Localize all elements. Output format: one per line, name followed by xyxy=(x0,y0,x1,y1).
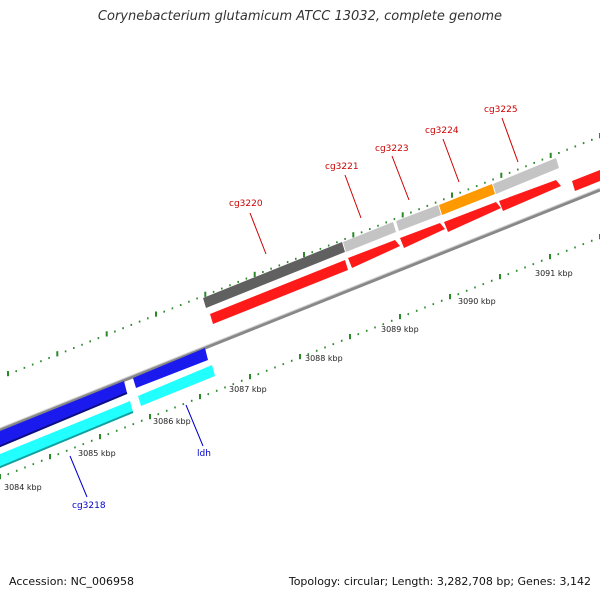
forward-gene-cg3225[interactable] xyxy=(499,180,561,211)
forward-gene-cg3221[interactable] xyxy=(348,240,400,268)
tick-label: 3085 kbp xyxy=(78,449,116,458)
reverse-gene-cyan-2[interactable] xyxy=(138,365,215,406)
gene-label-cg3224[interactable]: cg3224 xyxy=(425,126,459,136)
tick-rows xyxy=(0,133,600,480)
feature-cg3223-gray[interactable] xyxy=(396,205,441,231)
gene-label-cg3225[interactable]: cg3225 xyxy=(484,105,518,115)
genome-info-text: Topology: circular; Length: 3,282,708 bp… xyxy=(288,575,591,588)
forward-gene-cg3223[interactable] xyxy=(400,223,445,248)
feature-cg3220-gray[interactable] xyxy=(203,242,345,308)
tick-label: 3088 kbp xyxy=(305,354,343,363)
accession-text: Accession: NC_006958 xyxy=(9,575,135,588)
gene-label-cg3220[interactable]: cg3220 xyxy=(229,199,263,209)
reverse-strand-track xyxy=(0,348,215,469)
forward-gene-cg3224[interactable] xyxy=(444,202,501,232)
forward-strand-track xyxy=(210,170,600,324)
gene-label-cg3218[interactable]: cg3218 xyxy=(72,501,106,511)
feature-track-upper xyxy=(203,158,559,308)
reverse-gene-ldh-blue[interactable] xyxy=(133,348,208,388)
feature-cg3221-gray[interactable] xyxy=(343,222,396,252)
forward-gene-cg3220[interactable] xyxy=(210,260,348,324)
forward-gene-next[interactable] xyxy=(572,170,600,191)
gene-label-cg3221[interactable]: cg3221 xyxy=(325,162,359,172)
feature-cg3224-orange[interactable] xyxy=(439,184,495,215)
tick-label: 3091 kbp xyxy=(535,269,573,278)
label-leaders xyxy=(69,117,519,498)
gene-labels: cg3220 cg3221 cg3223 cg3224 cg3225 ldh c… xyxy=(72,105,518,511)
scale-labels: 3084 kbp 3085 kbp 3086 kbp 3087 kbp 3088… xyxy=(4,269,573,492)
reverse-gene-blue-1[interactable] xyxy=(0,381,127,447)
genome-backbone xyxy=(0,188,600,432)
tick-label: 3087 kbp xyxy=(229,385,267,394)
reverse-gene-cg3218-cyan[interactable] xyxy=(0,401,133,468)
gene-label-ldh[interactable]: ldh xyxy=(197,449,211,459)
gene-label-cg3223[interactable]: cg3223 xyxy=(375,144,409,154)
feature-cg3225-gray[interactable] xyxy=(493,158,559,194)
tick-label: 3089 kbp xyxy=(381,325,419,334)
map-title: Corynebacterium glutamicum ATCC 13032, c… xyxy=(97,9,503,24)
tick-label: 3090 kbp xyxy=(458,297,496,306)
tick-label: 3084 kbp xyxy=(4,483,42,492)
tick-label: 3086 kbp xyxy=(153,417,191,426)
